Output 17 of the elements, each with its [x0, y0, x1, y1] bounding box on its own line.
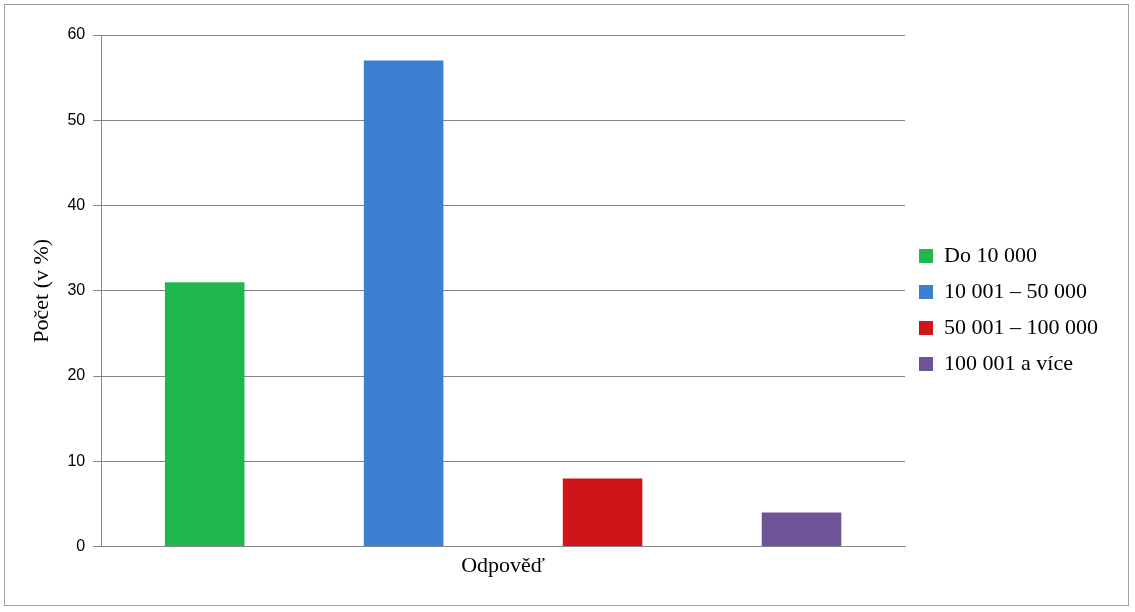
legend-label: 10 001 – 50 000	[944, 277, 1087, 303]
legend-label: 100 001 a více	[944, 349, 1073, 375]
legend-label: 50 001 – 100 000	[944, 313, 1098, 339]
bar	[761, 512, 842, 547]
y-tick-label: 40	[67, 195, 86, 213]
y-tick-label: 0	[76, 537, 86, 555]
bar	[363, 60, 444, 547]
bar	[562, 478, 643, 547]
y-tick-label: 50	[67, 110, 86, 128]
y-tick-label: 30	[67, 281, 86, 299]
y-axis-title: Počet (v %)	[27, 238, 53, 343]
x-tick-label: Odpověď	[461, 551, 546, 577]
y-tick-label: 20	[67, 366, 86, 384]
y-tick-label: 60	[67, 25, 86, 43]
y-tick-label: 10	[67, 451, 86, 469]
legend-label: Do 10 000	[944, 241, 1037, 267]
bar	[164, 282, 245, 547]
